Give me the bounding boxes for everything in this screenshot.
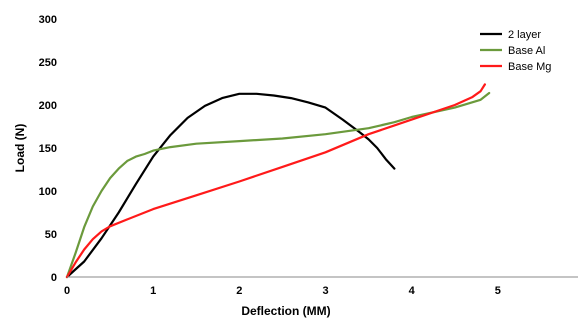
- y-tick-label: 0: [51, 272, 57, 284]
- x-axis-title: Deflection (MM): [241, 304, 330, 318]
- x-tick-label: 5: [495, 285, 501, 297]
- y-tick-label: 250: [39, 57, 57, 69]
- y-tick-label: 150: [39, 143, 57, 155]
- y-axis-ticks: 0 50 100 150 200 250 300: [39, 14, 57, 284]
- legend-label-base-mg: Base Mg: [508, 61, 551, 73]
- y-tick-label: 300: [39, 14, 57, 26]
- y-tick-label: 50: [45, 229, 57, 241]
- x-axis-ticks: 0 1 2 3 4 5: [64, 285, 501, 297]
- series-line-base-mg: [65, 83, 486, 279]
- x-tick-label: 1: [150, 285, 156, 297]
- series-line-base-al: [65, 91, 491, 279]
- y-tick-label: 100: [39, 186, 57, 198]
- series-layer: [65, 83, 491, 279]
- x-tick-label: 4: [409, 285, 416, 297]
- legend-label-2-layer: 2 layer: [508, 29, 541, 41]
- y-axis-title: Load (N): [13, 124, 27, 173]
- x-tick-label: 0: [64, 285, 70, 297]
- x-tick-label: 2: [236, 285, 242, 297]
- x-tick-label: 3: [322, 285, 328, 297]
- legend: 2 layer Base Al Base Mg: [480, 29, 551, 73]
- legend-label-base-al: Base Al: [508, 45, 545, 57]
- y-tick-label: 200: [39, 100, 57, 112]
